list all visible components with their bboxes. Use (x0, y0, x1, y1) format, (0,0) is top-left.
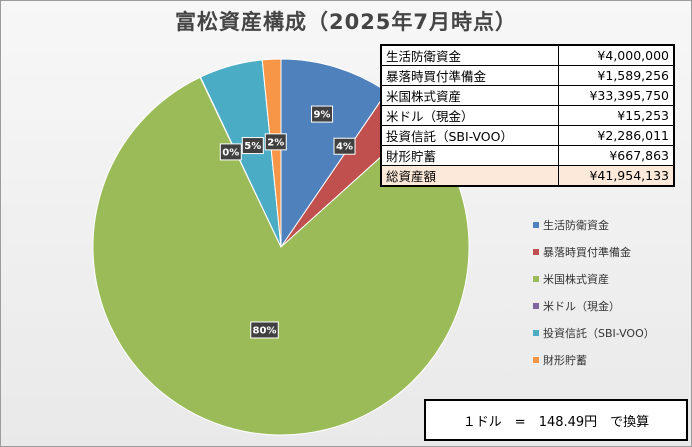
legend-swatch (533, 221, 539, 228)
table-row: 米国株式資産 ¥33,395,750 (380, 85, 675, 106)
legend-item: 生活防衛資金 (533, 211, 668, 238)
data-label: 80% (253, 325, 277, 336)
row-label: 投資信託（SBI-VOO） (380, 125, 559, 146)
legend-label: 財形貯蓄 (543, 353, 587, 367)
data-label: 2% (267, 137, 284, 148)
data-label-box (264, 133, 287, 151)
row-value: ¥4,000,000 (557, 44, 675, 66)
legend-label: 生活防衛資金 (543, 218, 609, 232)
row-value: ¥667,863 (557, 145, 675, 166)
legend-swatch (533, 248, 539, 255)
data-label-box (219, 143, 242, 161)
legend-item: 暴落時買付準備金 (533, 238, 668, 265)
pie-slice (92, 76, 470, 436)
exchange-rate-note: １ドル = 148.49円 で換算 (424, 399, 688, 441)
data-label-box (333, 137, 356, 155)
legend-swatch (533, 356, 539, 363)
legend-swatch (533, 302, 539, 309)
data-label-box (241, 137, 264, 155)
data-label: 0% (222, 147, 239, 158)
data-label: 5% (244, 141, 261, 152)
row-value: ¥1,589,256 (557, 65, 675, 86)
legend-label: 米ドル（現金） (543, 299, 620, 313)
data-label: 4% (336, 142, 353, 153)
row-label: 暴落時買付準備金 (380, 65, 559, 86)
table-row: 米ドル（現金） ¥15,253 (380, 105, 675, 126)
row-value: ¥33,395,750 (557, 85, 675, 106)
legend-label: 米国株式資産 (543, 272, 609, 286)
data-label: 9% (314, 110, 331, 121)
legend-label: 暴落時買付準備金 (543, 245, 631, 259)
table-row: 財形貯蓄 ¥667,863 (380, 145, 675, 166)
total-value: ¥41,954,133 (557, 165, 675, 187)
pie-slice (261, 58, 282, 248)
legend-item: 財形貯蓄 (533, 346, 668, 373)
total-row: 総資産額 ¥41,954,133 (380, 165, 675, 187)
legend-swatch (533, 329, 539, 336)
data-label-box (250, 321, 279, 339)
legend-label: 投資信託（SBI-VOO） (543, 326, 655, 340)
legend-item: 米ドル（現金） (533, 292, 668, 319)
total-label: 総資産額 (380, 165, 559, 187)
asset-table: 生活防衛資金 ¥4,000,000 暴落時買付準備金 ¥1,589,256 米国… (380, 44, 675, 187)
row-label: 米ドル（現金） (380, 105, 559, 126)
chart-title: 富松資産構成（2025年7月時点） (174, 10, 518, 34)
legend-swatch (533, 275, 539, 282)
exchange-rate-text: １ドル = 148.49円 で換算 (462, 414, 650, 430)
data-label-box (311, 105, 334, 123)
legend-item: 投資信託（SBI-VOO） (533, 319, 668, 346)
row-value: ¥2,286,011 (557, 125, 675, 146)
row-value: ¥15,253 (557, 105, 675, 126)
legend: 生活防衛資金 暴落時買付準備金 米国株式資産 米ドル（現金） 投資信託（SBI-… (533, 211, 668, 373)
legend-item: 米国株式資産 (533, 265, 668, 292)
table-row: 生活防衛資金 ¥4,000,000 (380, 44, 675, 66)
row-label: 財形貯蓄 (380, 145, 559, 166)
table-row: 暴落時買付準備金 ¥1,589,256 (380, 65, 675, 86)
row-label: 生活防衛資金 (380, 44, 559, 66)
table-row: 投資信託（SBI-VOO） ¥2,286,011 (380, 125, 675, 146)
row-label: 米国株式資産 (380, 85, 559, 106)
